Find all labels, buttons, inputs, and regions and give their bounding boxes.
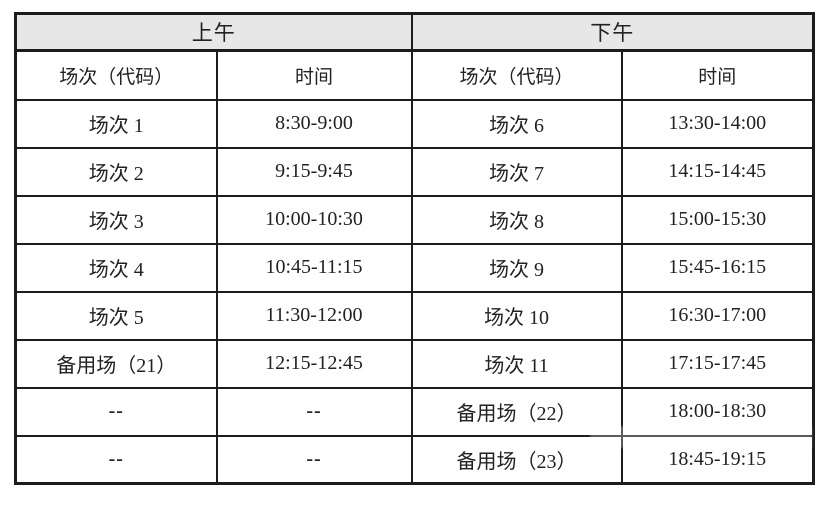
cell-session: 备用场（21） (14, 338, 218, 389)
cell-session: 场次 11 (410, 338, 623, 389)
table-row: 场次 4 10:45-11:15 场次 9 15:45-16:15 (14, 242, 815, 293)
table-row: 场次 5 11:30-12:00 场次 10 16:30-17:00 (14, 290, 815, 341)
cell-empty: -- (215, 386, 413, 437)
cell-session: 场次 3 (14, 194, 218, 245)
cell-time: 13:30-14:00 (620, 98, 815, 149)
column-header-time-pm: 时间 (620, 49, 815, 101)
cell-session: 场次 6 (410, 98, 623, 149)
table-row: 场次 2 9:15-9:45 场次 7 14:15-14:45 (14, 146, 815, 197)
session-schedule-table: 上午 下午 场次（代码） 时间 场次（代码） 时间 场次 1 8:30-9:00… (14, 12, 815, 485)
cell-session: 场次 5 (14, 290, 218, 341)
table-row: -- -- 备用场（23） 18:45-19:15 (14, 434, 815, 485)
cell-session: 备用场（22） (410, 386, 623, 437)
column-header-session-code-pm: 场次（代码） (410, 49, 623, 101)
cell-time: 16:30-17:00 (620, 290, 815, 341)
cell-session: 场次 9 (410, 242, 623, 293)
cell-session: 场次 4 (14, 242, 218, 293)
cell-time: 15:45-16:15 (620, 242, 815, 293)
cell-session: 场次 7 (410, 146, 623, 197)
cell-session: 场次 8 (410, 194, 623, 245)
cell-time: 8:30-9:00 (215, 98, 413, 149)
column-header-row: 场次（代码） 时间 场次（代码） 时间 (14, 49, 815, 101)
cell-time: 10:45-11:15 (215, 242, 413, 293)
cell-time: 18:45-19:15 (620, 434, 815, 485)
column-header-time-am: 时间 (215, 49, 413, 101)
cell-time: 12:15-12:45 (215, 338, 413, 389)
group-header-afternoon: 下午 (410, 12, 815, 52)
cell-session: 场次 1 (14, 98, 218, 149)
cell-time: 18:00-18:30 (620, 386, 815, 437)
cell-time: 14:15-14:45 (620, 146, 815, 197)
cell-session: 场次 10 (410, 290, 623, 341)
cell-session: 备用场（23） (410, 434, 623, 485)
cell-empty: -- (215, 434, 413, 485)
table-row: 场次 1 8:30-9:00 场次 6 13:30-14:00 (14, 98, 815, 149)
group-header-morning: 上午 (14, 12, 413, 52)
group-header-row: 上午 下午 (14, 12, 815, 52)
table-row: -- -- 备用场（22） 18:00-18:30 (14, 386, 815, 437)
cell-time: 17:15-17:45 (620, 338, 815, 389)
table-row: 备用场（21） 12:15-12:45 场次 11 17:15-17:45 (14, 338, 815, 389)
cell-time: 15:00-15:30 (620, 194, 815, 245)
cell-time: 11:30-12:00 (215, 290, 413, 341)
cell-time: 10:00-10:30 (215, 194, 413, 245)
column-header-session-code-am: 场次（代码） (14, 49, 218, 101)
cell-empty: -- (14, 386, 218, 437)
cell-time: 9:15-9:45 (215, 146, 413, 197)
table-row: 场次 3 10:00-10:30 场次 8 15:00-15:30 (14, 194, 815, 245)
cell-session: 场次 2 (14, 146, 218, 197)
cell-empty: -- (14, 434, 218, 485)
